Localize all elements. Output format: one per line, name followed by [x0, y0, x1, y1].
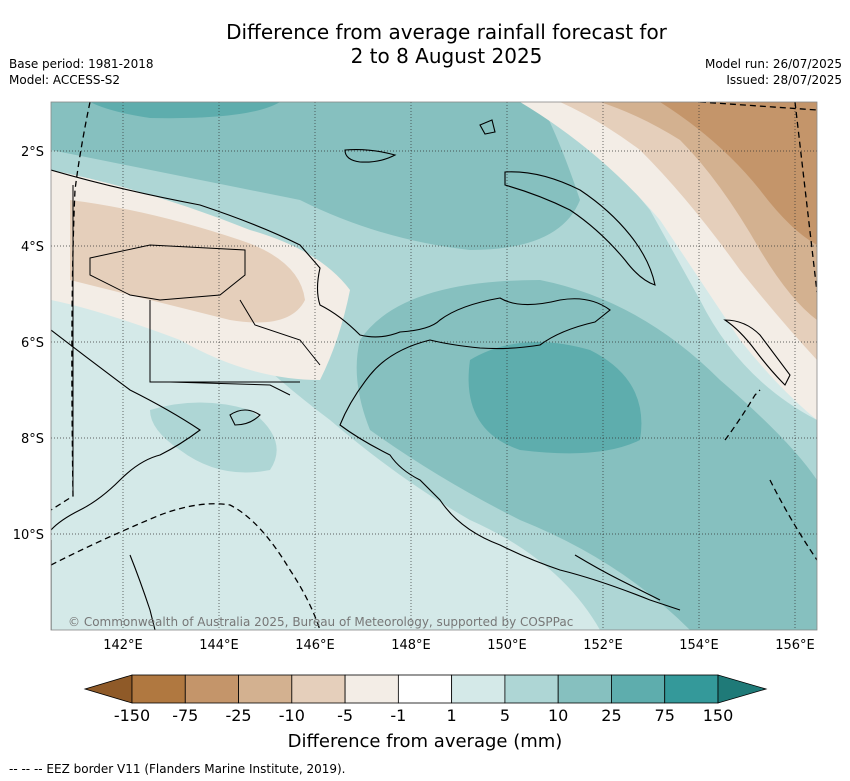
contour-dry-medium — [70, 200, 305, 323]
colorbar-bin — [611, 674, 666, 704]
eez-footnote: -- -- -- EEZ border V11 (Flanders Marine… — [9, 762, 346, 776]
contour-10-25-north — [51, 102, 580, 250]
colorbar-bin — [397, 674, 453, 704]
longitude-labels: 142°E 144°E 146°E 148°E 150°E 152°E 154°… — [103, 638, 815, 653]
lat-tick: 4°S — [21, 240, 44, 255]
issued-date: Issued: 28/07/2025 — [726, 73, 842, 87]
contour-25-75-central — [468, 342, 642, 454]
base-period: Base period: 1981-2018 — [9, 57, 154, 71]
lon-tick: 152°E — [583, 638, 623, 653]
colorbar-tick-label: 1 — [447, 706, 457, 725]
colorbar: -150 -75 -25 -10 -5 -1 1 5 10 25 75 150 — [83, 674, 768, 725]
lon-tick: 154°E — [679, 638, 719, 653]
lon-tick: 148°E — [391, 638, 431, 653]
colorbar-tick-label: -75 — [172, 706, 198, 725]
contour-25-75-north — [90, 102, 280, 119]
colorbar-tick-label: -150 — [114, 706, 150, 725]
admin-borders — [72, 185, 321, 496]
map-area — [51, 102, 817, 630]
lon-tick: 144°E — [199, 638, 239, 653]
colorbar-bin — [557, 674, 612, 704]
lon-tick: 142°E — [103, 638, 143, 653]
lat-tick: 2°S — [21, 145, 44, 160]
colorbar-bin — [131, 674, 186, 704]
colorbar-bin — [504, 674, 559, 704]
title-line-1: Difference from average rainfall forecas… — [226, 20, 667, 44]
colorbar-tick-label: -25 — [225, 706, 251, 725]
lat-tick: 10°S — [13, 528, 44, 543]
model-name: Model: ACCESS-S2 — [9, 73, 121, 87]
colorbar-bin — [291, 674, 346, 704]
latitude-labels: 2°S 4°S 6°S 8°S 10°S — [13, 145, 44, 543]
colorbar-tick-label: 5 — [500, 706, 510, 725]
title-line-2: 2 to 8 August 2025 — [350, 44, 543, 68]
model-run: Model run: 26/07/2025 — [704, 57, 842, 71]
colorbar-bin — [664, 674, 719, 704]
colorbar-title: Difference from average (mm) — [288, 731, 563, 752]
lon-tick: 156°E — [775, 638, 815, 653]
colorbar-tick-label: -5 — [337, 706, 353, 725]
colorbar-tick-label: -1 — [390, 706, 406, 725]
lon-tick: 150°E — [487, 638, 527, 653]
eez-borders — [51, 102, 817, 630]
colorbar-tick-label: 75 — [655, 706, 675, 725]
map-frame — [50, 101, 818, 631]
colorbar-bin — [451, 674, 506, 704]
colorbar-tick-label: 150 — [703, 706, 734, 725]
contour-ne-strongest — [660, 102, 817, 245]
graticule — [51, 102, 817, 630]
contour-south-pocket — [150, 402, 277, 473]
colorbar-bin — [238, 674, 293, 704]
run-info: Model run: 26/07/2025 Issued: 28/07/2025 — [705, 56, 842, 88]
lat-tick: 8°S — [21, 432, 44, 447]
coastlines — [51, 119, 791, 630]
colorbar-bin — [344, 674, 399, 704]
colorbar-extend-max — [717, 674, 768, 704]
colorbar-tick-label: 25 — [601, 706, 621, 725]
colorbar-extend-min — [83, 674, 133, 704]
colorbar-tick-label: 10 — [548, 706, 568, 725]
copyright-text: © Commonwealth of Australia 2025, Bureau… — [68, 615, 573, 629]
lon-tick: 146°E — [295, 638, 335, 653]
map-title: Difference from average rainfall forecas… — [0, 20, 850, 68]
colorbar-bin — [184, 674, 239, 704]
colorbar-tick-label: -10 — [279, 706, 305, 725]
model-info: Base period: 1981-2018 Model: ACCESS-S2 — [9, 56, 154, 88]
lat-tick: 6°S — [21, 336, 44, 351]
